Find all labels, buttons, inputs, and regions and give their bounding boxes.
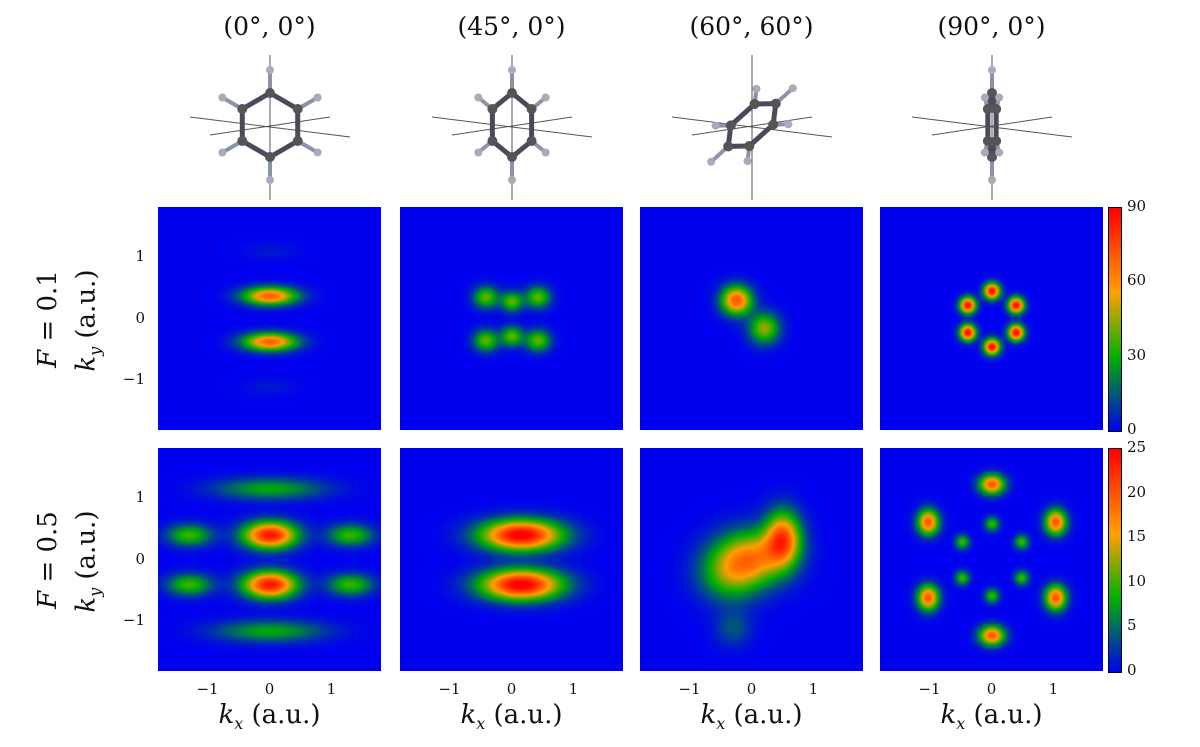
molecule-orientation-image <box>170 50 370 200</box>
column-title: (60°, 60°) <box>689 12 814 41</box>
colorbar-tick-label: 15 <box>1127 527 1147 546</box>
heatmap-panel <box>158 207 381 430</box>
colorbar-tick-label: 90 <box>1127 197 1147 215</box>
molecule-orientation-image <box>412 50 612 200</box>
heatmap-canvas <box>400 207 623 430</box>
heatmap-panel <box>880 207 1103 430</box>
x-tick-label: −1 <box>678 680 701 698</box>
y-tick-label: −1 <box>122 611 145 630</box>
colorbar-tick-label: 5 <box>1127 616 1137 635</box>
heatmap-panel <box>880 448 1103 671</box>
colorbar-tick-label: 0 <box>1127 420 1137 438</box>
x-tick-label: 1 <box>808 680 819 698</box>
x-axis-label: kx (a.u.) <box>700 700 803 734</box>
heatmap-panel <box>640 207 863 430</box>
row-label: F = 0.5 <box>33 510 63 609</box>
heatmap-canvas <box>400 448 623 671</box>
y-tick-label: −1 <box>122 370 145 389</box>
x-tick-label: 0 <box>986 680 997 698</box>
y-axis-label: ky (a.u.) <box>71 269 105 372</box>
heatmap-canvas <box>640 207 863 430</box>
heatmap-canvas <box>640 448 863 671</box>
column-title: (0°, 0°) <box>223 12 316 41</box>
y-tick-label: 0 <box>135 549 145 568</box>
heatmap-canvas <box>158 207 381 430</box>
colorbar-tick-label: 0 <box>1127 661 1137 679</box>
y-tick-label: 1 <box>135 487 145 506</box>
colorbar-tick-label: 20 <box>1127 482 1147 501</box>
x-tick-label: 1 <box>326 680 337 698</box>
x-axis-label: kx (a.u.) <box>460 700 563 734</box>
column-title: (90°, 0°) <box>937 12 1046 41</box>
colorbar-tick-label: 30 <box>1127 345 1147 364</box>
colorbar-tick-label: 25 <box>1127 438 1147 456</box>
x-tick-label: 0 <box>506 680 517 698</box>
molecule-orientation-image <box>892 50 1092 200</box>
column-title: (45°, 0°) <box>457 12 566 41</box>
y-tick-label: 1 <box>135 246 145 265</box>
heatmap-panel <box>640 448 863 671</box>
x-tick-label: −1 <box>438 680 461 698</box>
x-axis-label: kx (a.u.) <box>218 700 321 734</box>
colorbar-tick-label: 60 <box>1127 271 1147 290</box>
y-axis-label: ky (a.u.) <box>71 510 105 613</box>
heatmap-canvas <box>880 207 1103 430</box>
colorbar-tick-label: 10 <box>1127 571 1147 590</box>
colorbar <box>1108 207 1122 432</box>
x-tick-label: 1 <box>1048 680 1059 698</box>
x-tick-label: −1 <box>918 680 941 698</box>
x-tick-label: −1 <box>196 680 219 698</box>
heatmap-panel <box>400 448 623 671</box>
heatmap-panel <box>400 207 623 430</box>
colorbar <box>1108 448 1122 673</box>
x-tick-label: 1 <box>568 680 579 698</box>
heatmap-canvas <box>158 448 381 671</box>
row-label: F = 0.1 <box>33 269 63 368</box>
heatmap-canvas <box>880 448 1103 671</box>
molecule-orientation-image <box>652 50 852 200</box>
x-tick-label: 0 <box>264 680 275 698</box>
x-axis-label: kx (a.u.) <box>940 700 1043 734</box>
y-tick-label: 0 <box>135 308 145 327</box>
x-tick-label: 0 <box>746 680 757 698</box>
heatmap-panel <box>158 448 381 671</box>
